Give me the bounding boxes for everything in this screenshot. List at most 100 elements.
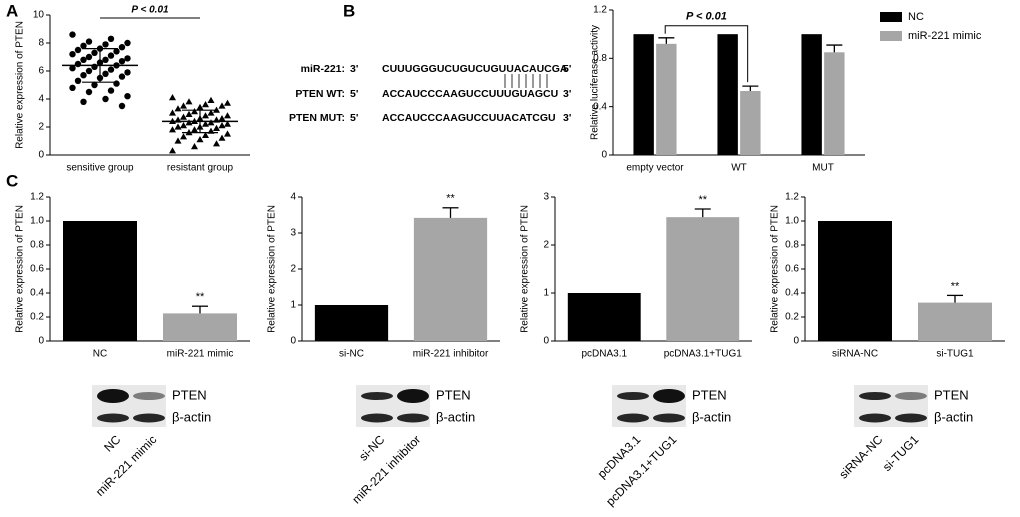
panel-label: C [6, 171, 18, 190]
lane-label: NC [101, 432, 123, 454]
x-tick-label: empty vector [626, 163, 684, 174]
bar [818, 221, 892, 341]
point [124, 39, 131, 47]
y-tick-label: 1.2 [785, 192, 799, 203]
y-tick-label: 8 [38, 38, 44, 49]
point [80, 98, 87, 106]
annotation: P < 0.01 [686, 11, 727, 23]
annotation: ** [698, 194, 707, 206]
band [859, 413, 891, 423]
y-tick-label: 1 [543, 288, 549, 299]
x-tick-label: resistant group [167, 163, 234, 174]
annotation: ** [951, 280, 960, 292]
point [124, 93, 131, 100]
point [218, 102, 226, 109]
bar [801, 34, 822, 155]
y-tick-label: 1.2 [30, 192, 44, 203]
legend-label: NC [908, 11, 924, 23]
point [180, 113, 187, 120]
point [191, 126, 198, 133]
point [74, 46, 82, 54]
bar [314, 305, 389, 341]
point [196, 103, 204, 110]
y-tick-label: 0 [38, 336, 44, 347]
point [202, 101, 209, 108]
x-tick-label: pcDNA3.1 [581, 349, 627, 360]
protein-label: PTEN [692, 387, 727, 402]
point [85, 67, 93, 75]
y-tick-label: 1.2 [593, 5, 607, 16]
y-tick-label: 0.2 [30, 312, 44, 323]
y-tick-label: 0.8 [30, 240, 44, 251]
point [196, 136, 204, 143]
x-tick-label: sensitive group [66, 163, 134, 174]
x-tick-label: WT [731, 163, 747, 174]
y-tick-label: 4 [38, 94, 44, 105]
y-tick-label: 0.4 [593, 101, 607, 112]
sequence: ACCAUCCCAAGUCCUUUGUAGCU [382, 88, 558, 100]
point [180, 102, 187, 109]
y-tick-label: 3 [543, 192, 549, 203]
point [124, 69, 131, 76]
point [118, 44, 126, 51]
point [118, 58, 126, 65]
annotation: P < 0.01 [131, 5, 169, 16]
protein-label: PTEN [934, 387, 969, 402]
sequence-end: 5' [350, 112, 358, 124]
band [653, 389, 685, 403]
legend-label: miR-221 mimic [908, 30, 982, 42]
band [361, 392, 393, 400]
panel-label: A [6, 1, 18, 20]
point [218, 134, 226, 141]
panel-label: B [343, 1, 355, 20]
point [102, 95, 109, 103]
band [895, 413, 927, 423]
sequence-end: 3' [563, 88, 571, 100]
point [180, 133, 187, 140]
x-tick-label: MUT [812, 163, 834, 174]
point [224, 130, 231, 137]
point [80, 72, 87, 79]
point [169, 126, 176, 133]
point [102, 70, 109, 78]
legend-swatch [880, 12, 902, 22]
y-tick-label: 4 [290, 192, 296, 203]
band [133, 413, 165, 423]
band [895, 392, 927, 400]
lane-label: siRNA-NC [836, 432, 885, 481]
y-tick-label: 0.8 [785, 240, 799, 251]
x-tick-label: miR-221 inhibitor [413, 349, 489, 360]
point [174, 123, 182, 130]
x-tick-label: siRNA-NC [832, 349, 878, 360]
point [107, 52, 115, 59]
point [180, 122, 187, 129]
y-tick-label: 0.4 [785, 288, 799, 299]
bar [63, 221, 137, 341]
point [124, 55, 131, 62]
sequence: CUUUGGGUCUGUCUGUUACAUCGA [382, 63, 568, 75]
band [859, 392, 891, 400]
annotation: ** [446, 193, 455, 205]
point [207, 96, 215, 103]
point [91, 81, 98, 89]
protein-label: PTEN [172, 387, 207, 402]
point [102, 41, 109, 48]
point [118, 73, 126, 80]
sequence-end: 5' [563, 63, 571, 75]
point [213, 124, 220, 131]
x-tick-label: NC [93, 349, 107, 360]
bar [717, 34, 738, 155]
point [224, 99, 231, 106]
band [617, 392, 649, 400]
sequence-end: 3' [350, 63, 358, 75]
y-tick-label: 0 [543, 336, 549, 347]
point [185, 110, 193, 117]
bar [824, 52, 845, 155]
point [185, 119, 193, 126]
point [169, 147, 176, 154]
band [97, 413, 129, 423]
point [74, 60, 82, 68]
bar [413, 217, 488, 341]
y-tick-label: 0.4 [30, 288, 44, 299]
